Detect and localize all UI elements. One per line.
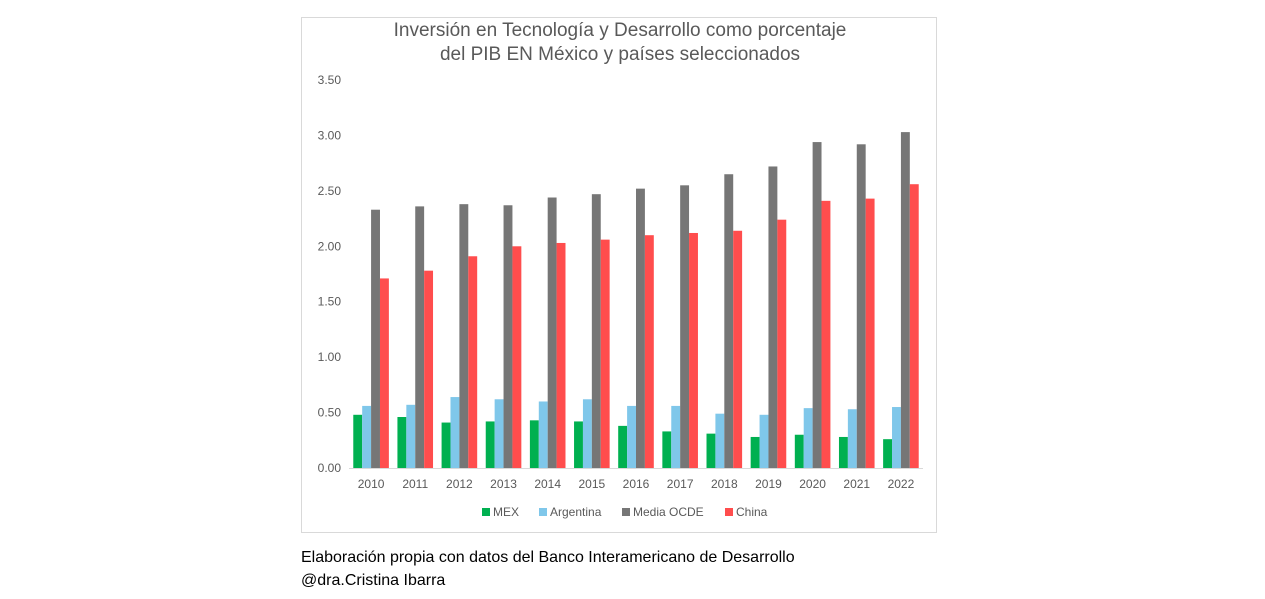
bar-media-ocde-2021 bbox=[856, 144, 866, 468]
bar-china-2016 bbox=[644, 235, 654, 468]
legend-swatch-argentina bbox=[539, 508, 547, 516]
bar-mex-2017 bbox=[662, 431, 672, 468]
bar-mex-2012 bbox=[441, 422, 451, 468]
x-tick-label: 2022 bbox=[888, 477, 915, 491]
chart-svg: Inversión en Tecnología y Desarrollo com… bbox=[318, 20, 923, 519]
legend-swatch-mex bbox=[482, 508, 490, 516]
bar-china-2018 bbox=[733, 230, 743, 468]
x-tick-label: 2013 bbox=[490, 477, 517, 491]
y-tick-label: 2.00 bbox=[318, 239, 342, 253]
bar-china-2020 bbox=[821, 200, 831, 468]
bar-media-ocde-2017 bbox=[680, 185, 690, 469]
bar-mex-2014 bbox=[529, 420, 539, 468]
y-tick-label: 0.00 bbox=[318, 461, 342, 475]
x-tick-label: 2020 bbox=[799, 477, 826, 491]
bar-argentina-2019 bbox=[759, 414, 769, 468]
bar-mex-2020 bbox=[794, 434, 804, 468]
author-caption: @dra.Cristina Ibarra bbox=[301, 572, 446, 589]
x-tick-label: 2021 bbox=[843, 477, 870, 491]
bar-argentina-2017 bbox=[671, 405, 681, 468]
bar-media-ocde-2011 bbox=[415, 206, 425, 468]
y-tick-label: 0.50 bbox=[318, 406, 342, 420]
bar-media-ocde-2016 bbox=[636, 188, 645, 468]
bar-argentina-2021 bbox=[847, 409, 857, 468]
x-tick-label: 2016 bbox=[623, 477, 650, 491]
bar-china-2010 bbox=[379, 278, 389, 468]
bar-argentina-2015 bbox=[582, 399, 592, 468]
bar-argentina-2012 bbox=[450, 397, 460, 468]
bar-china-2012 bbox=[468, 256, 478, 468]
legend-swatch-china bbox=[725, 508, 733, 516]
y-tick-label: 1.50 bbox=[318, 295, 342, 309]
bar-china-2017 bbox=[689, 232, 698, 468]
y-tick-label: 2.50 bbox=[318, 184, 342, 198]
bar-china-2011 bbox=[424, 270, 434, 468]
legend-label-argentina: Argentina bbox=[550, 505, 602, 519]
bar-media-ocde-2020 bbox=[812, 142, 822, 468]
x-tick-label: 2015 bbox=[578, 477, 605, 491]
bar-media-ocde-2019 bbox=[768, 166, 778, 468]
bar-argentina-2018 bbox=[715, 413, 725, 468]
bar-media-ocde-2014 bbox=[547, 197, 557, 468]
bar-china-2021 bbox=[865, 198, 875, 469]
x-tick-label: 2011 bbox=[402, 477, 428, 491]
x-tick-label: 2014 bbox=[534, 477, 561, 491]
bar-argentina-2022 bbox=[892, 407, 901, 468]
bar-mex-2013 bbox=[485, 421, 495, 468]
bar-argentina-2010 bbox=[362, 405, 372, 468]
legend-label-mex: MEX bbox=[493, 505, 519, 519]
chart-frame: Inversión en Tecnología y Desarrollo com… bbox=[301, 17, 937, 533]
bar-media-ocde-2013 bbox=[503, 205, 513, 469]
x-tick-label: 2010 bbox=[358, 477, 385, 491]
bar-argentina-2013 bbox=[494, 399, 504, 468]
bar-china-2015 bbox=[600, 239, 610, 468]
y-tick-label: 3.50 bbox=[318, 73, 342, 87]
x-tick-label: 2012 bbox=[446, 477, 473, 491]
bar-china-2019 bbox=[777, 219, 787, 468]
bar-mex-2018 bbox=[706, 433, 716, 468]
bar-argentina-2020 bbox=[803, 408, 813, 468]
bar-media-ocde-2015 bbox=[591, 194, 601, 468]
bar-media-ocde-2010 bbox=[371, 209, 380, 468]
y-tick-label: 3.00 bbox=[318, 128, 342, 142]
bar-mex-2021 bbox=[838, 436, 848, 468]
bar-media-ocde-2012 bbox=[459, 204, 469, 468]
x-tick-label: 2017 bbox=[667, 477, 694, 491]
chart-title-line-2: del PIB EN México y países seleccionados bbox=[440, 44, 800, 65]
bar-mex-2022 bbox=[883, 439, 893, 468]
source-caption: Elaboración propia con datos del Banco I… bbox=[301, 549, 795, 566]
bar-mex-2010 bbox=[353, 414, 363, 468]
bar-china-2014 bbox=[556, 242, 566, 468]
bar-argentina-2011 bbox=[406, 404, 416, 468]
legend-label-media-ocde: Media OCDE bbox=[633, 505, 704, 519]
legend-swatch-media-ocde bbox=[622, 508, 630, 516]
bar-china-2022 bbox=[909, 184, 919, 468]
legend-label-china: China bbox=[736, 505, 768, 519]
bar-mex-2011 bbox=[397, 417, 407, 468]
bar-argentina-2014 bbox=[538, 401, 548, 468]
bar-china-2013 bbox=[512, 246, 522, 468]
bar-mex-2015 bbox=[574, 421, 583, 468]
y-tick-label: 1.00 bbox=[318, 350, 342, 364]
x-tick-label: 2019 bbox=[755, 477, 782, 491]
bar-mex-2016 bbox=[618, 425, 628, 468]
bar-media-ocde-2018 bbox=[724, 174, 734, 468]
bar-mex-2019 bbox=[750, 436, 760, 468]
x-tick-label: 2018 bbox=[711, 477, 738, 491]
chart-title-line-1: Inversión en Tecnología y Desarrollo com… bbox=[394, 20, 847, 41]
bar-media-ocde-2022 bbox=[900, 132, 910, 469]
bar-argentina-2016 bbox=[627, 405, 636, 468]
